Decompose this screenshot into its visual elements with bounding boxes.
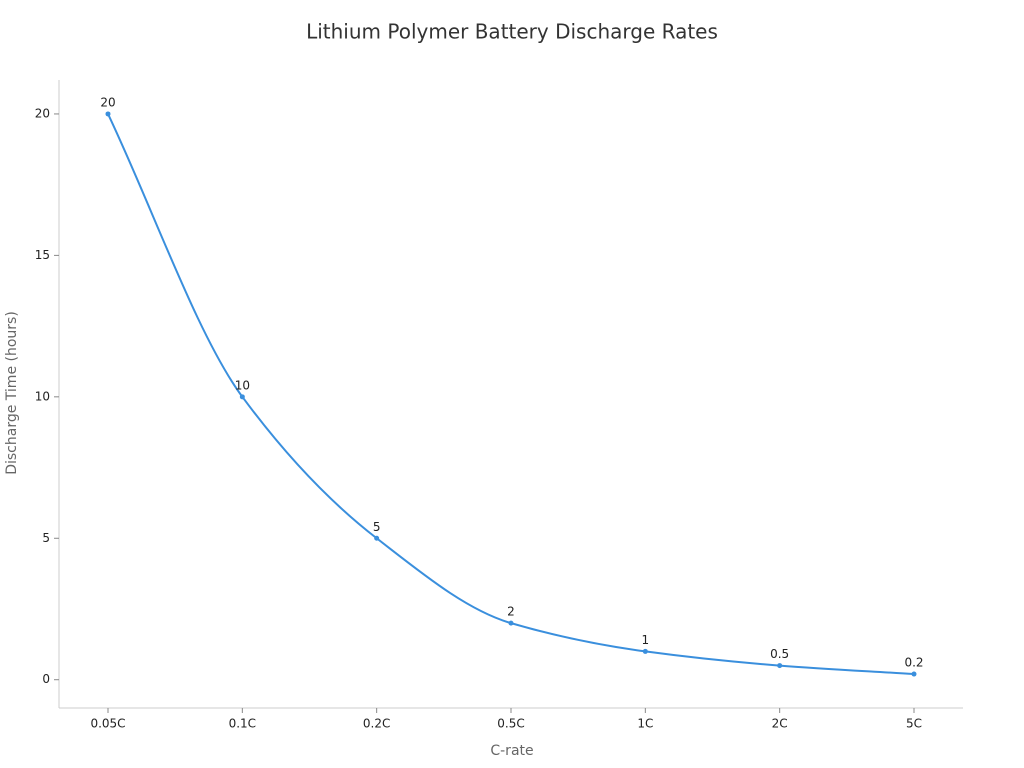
data-label: 5: [373, 520, 381, 534]
y-tick-label: 10: [35, 389, 50, 403]
point: [508, 620, 514, 626]
data-label: 1: [642, 633, 650, 647]
point: [777, 663, 783, 669]
chart-title: Lithium Polymer Battery Discharge Rates: [306, 20, 718, 44]
y-tick-label: 15: [35, 248, 50, 262]
point: [642, 648, 648, 654]
data-label: 0.2: [904, 656, 923, 670]
y-tick-label: 0: [42, 672, 50, 686]
x-tick-label: 0.5C: [497, 717, 524, 731]
x-tick-label: 1C: [637, 717, 653, 731]
x-tick-label: 0.2C: [363, 717, 390, 731]
data-label: 20: [100, 95, 115, 109]
data-label: 0.5: [770, 647, 789, 661]
data-label: 10: [235, 378, 250, 392]
y-axis-label: Discharge Time (hours): [4, 311, 20, 475]
y-tick-label: 20: [35, 106, 50, 120]
y-tick-label: 5: [42, 531, 50, 545]
data-label: 2: [507, 605, 515, 619]
x-tick-label: 0.1C: [229, 717, 256, 731]
point: [911, 671, 917, 677]
x-tick-label: 0.05C: [90, 717, 125, 731]
point: [105, 111, 111, 117]
line: [107, 113, 915, 676]
point: [374, 535, 380, 541]
x-tick-label: 5C: [906, 717, 922, 731]
point: [239, 394, 245, 400]
x-axis-label: C-rate: [490, 743, 533, 759]
x-tick-label: 2C: [772, 717, 788, 731]
